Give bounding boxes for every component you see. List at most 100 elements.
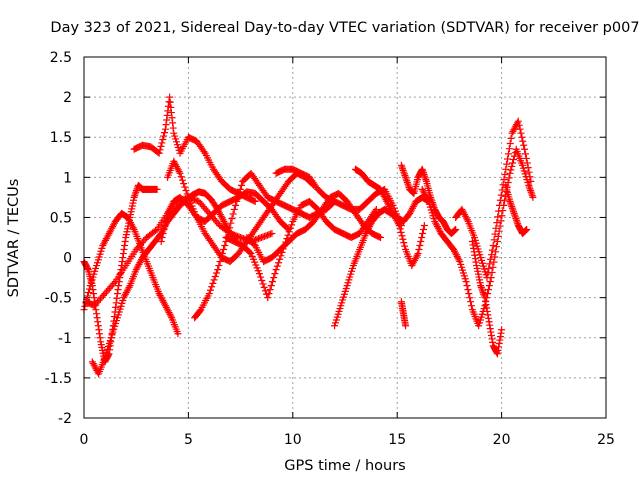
data-point (418, 234, 426, 241)
data-point (417, 238, 425, 246)
data-point (212, 269, 220, 277)
data-point (155, 149, 163, 157)
data-point (258, 276, 266, 284)
data-point (485, 264, 493, 272)
data-point (493, 243, 501, 251)
data-point (206, 286, 214, 294)
data-point (273, 262, 281, 270)
data-point (497, 217, 505, 225)
data-point (218, 250, 226, 258)
data-point (496, 196, 504, 204)
data-point (105, 284, 113, 292)
data-point (372, 205, 380, 213)
data-point (516, 125, 524, 133)
track-18 (468, 238, 506, 358)
data-point (180, 180, 188, 188)
data-point (463, 216, 471, 224)
data-point (246, 248, 254, 256)
data-point (162, 217, 170, 225)
x-axis-label: GPS time / hours (284, 458, 405, 474)
data-point (489, 242, 497, 250)
data-point (158, 234, 166, 241)
data-point (483, 274, 491, 282)
data-point (101, 290, 109, 298)
data-point (504, 155, 512, 163)
data-points (80, 93, 537, 378)
data-point (167, 312, 175, 320)
data-point (226, 224, 234, 232)
y-tick-label: 0 (63, 251, 72, 267)
data-point (467, 298, 475, 306)
data-point (464, 286, 472, 294)
data-point (199, 203, 207, 211)
data-point (492, 248, 500, 256)
data-point (84, 289, 92, 297)
data-point (415, 246, 423, 254)
data-point (486, 278, 494, 286)
data-point (132, 246, 140, 254)
data-point (134, 244, 142, 252)
y-tick-label: -1.5 (45, 371, 72, 387)
data-point (211, 272, 219, 280)
data-point (195, 197, 203, 205)
data-point (198, 201, 206, 209)
data-point (217, 254, 225, 262)
data-point (160, 225, 168, 233)
data-point (270, 274, 278, 282)
data-point (92, 300, 100, 308)
y-axis-label: SDTVAR / TECUs (6, 179, 22, 298)
data-point (174, 330, 182, 338)
data-point (401, 242, 409, 250)
data-point (465, 290, 473, 298)
data-point (494, 213, 502, 221)
data-point (413, 251, 421, 259)
data-point (487, 255, 495, 263)
x-tick-label: 5 (184, 432, 193, 448)
data-point (395, 221, 403, 229)
x-tick-label: 20 (493, 432, 511, 448)
data-point (232, 201, 240, 209)
data-point (490, 236, 498, 244)
y-tick-label: 1 (63, 170, 72, 186)
data-point (211, 216, 219, 224)
data-point (508, 162, 516, 170)
data-point (108, 281, 116, 289)
data-point (196, 199, 204, 207)
y-tick-label: 0.5 (50, 210, 72, 226)
data-point (276, 255, 284, 263)
data-point (220, 246, 228, 254)
data-point (484, 286, 492, 294)
data-point (523, 225, 531, 233)
data-point (487, 251, 495, 259)
data-point (255, 270, 263, 278)
data-point (183, 190, 191, 198)
data-point (506, 140, 514, 148)
data-point (518, 133, 526, 141)
x-tick-label: 25 (597, 432, 615, 448)
data-point (159, 229, 167, 237)
data-point (496, 201, 504, 209)
track-16 (418, 145, 537, 330)
y-tick-label: 1.5 (50, 130, 72, 146)
data-point (288, 221, 296, 229)
data-point (522, 154, 530, 162)
data-point (498, 326, 506, 334)
data-point (485, 282, 493, 290)
data-point (161, 221, 169, 229)
data-point (424, 196, 432, 204)
data-point (266, 286, 274, 294)
data-point (129, 224, 137, 232)
data-point (96, 295, 104, 303)
data-point (227, 219, 235, 227)
data-point (125, 283, 133, 291)
data-point (261, 287, 269, 295)
data-point (277, 252, 285, 260)
data-point (178, 176, 186, 184)
data-point (98, 293, 106, 301)
data-point (251, 197, 259, 205)
data-point (175, 168, 183, 176)
chart-title: Day 323 of 2021, Sidereal Day-to-day VTE… (50, 20, 639, 36)
data-point (452, 225, 460, 233)
data-point (221, 242, 229, 250)
data-point (110, 279, 118, 287)
